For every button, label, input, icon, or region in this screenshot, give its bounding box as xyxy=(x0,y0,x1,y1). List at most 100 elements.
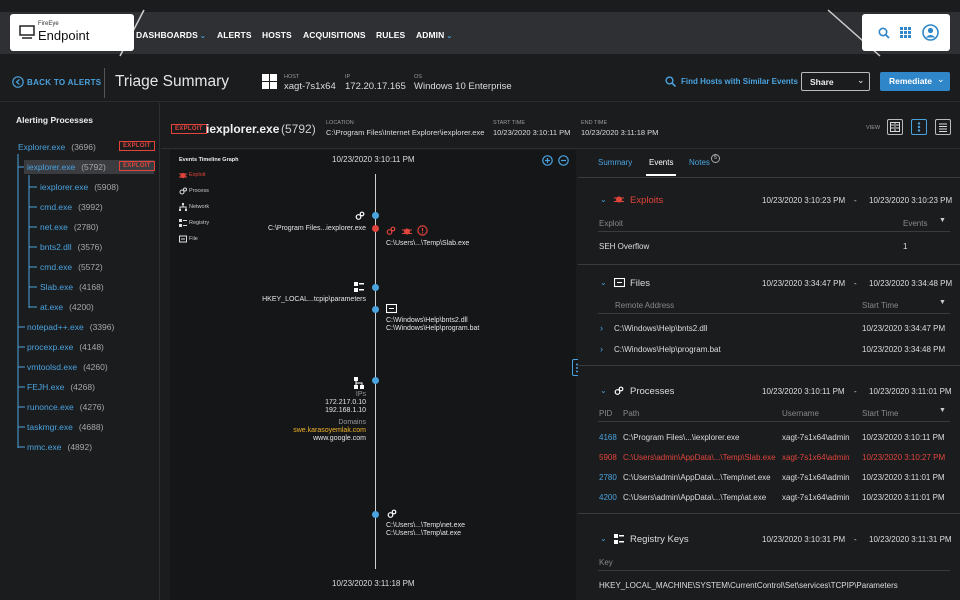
nav-hosts[interactable]: HOSTS xyxy=(262,30,292,40)
tab-summary[interactable]: Summary xyxy=(598,158,633,167)
process-tree-item[interactable]: runonce.exe (4276) xyxy=(27,402,104,412)
sort-icon[interactable]: ▼ xyxy=(939,407,946,414)
search-icon[interactable] xyxy=(878,27,890,39)
process-tree-item[interactable]: notepad++.exe (3396) xyxy=(27,322,114,332)
chevron-right-icon[interactable]: › xyxy=(600,344,603,354)
zoom-in-icon[interactable] xyxy=(542,155,553,166)
share-dropdown[interactable]: Share ⌄ xyxy=(801,72,870,91)
process-pid: (4276) xyxy=(79,402,105,412)
process-tree-item[interactable]: cmd.exe (3992) xyxy=(40,202,103,212)
process-name: iexplorer.exe xyxy=(27,162,76,172)
file-time: 10/23/2020 3:34:48 PM xyxy=(862,345,946,354)
process-row-pid[interactable]: 4200 xyxy=(599,493,617,502)
chevron-down-icon[interactable]: ⌄ xyxy=(600,386,607,395)
process-row-path: C:\Users\admin\AppData\...\Temp\net.exe xyxy=(623,473,771,482)
timeline-event-dot[interactable] xyxy=(372,377,379,384)
process-tree-item[interactable]: Explorer.exe (3696) xyxy=(18,142,96,152)
process-row-pid[interactable]: 5908 xyxy=(599,453,617,462)
view-list-button[interactable] xyxy=(935,119,951,135)
process-tree-item[interactable]: net.exe (2780) xyxy=(40,222,98,232)
tab-notes[interactable]: Notes xyxy=(689,158,710,167)
sort-icon[interactable]: ▼ xyxy=(939,217,946,224)
process-tree-item[interactable]: at.exe (4200) xyxy=(40,302,94,312)
registry-icon xyxy=(179,219,187,227)
process-row-time: 10/23/2020 3:11:01 PM xyxy=(862,473,945,482)
process-pid: (4260) xyxy=(83,362,108,372)
exploits-start: 10/23/2020 3:10:23 PM xyxy=(762,196,846,205)
process-row-pid[interactable]: 2780 xyxy=(599,473,617,482)
process-name: at.exe xyxy=(40,302,64,312)
events-detail-panel: Summary Events Notes 5 ⌄ Exploits 10/23/… xyxy=(578,150,960,600)
registry-end: 10/23/2020 3:11:31 PM xyxy=(869,535,952,544)
process-pid: (4892) xyxy=(67,442,93,452)
processes-end: 10/23/2020 3:11:01 PM xyxy=(869,387,952,396)
process-tree-item[interactable]: iexplorer.exe (5792) xyxy=(27,162,106,172)
nav-rules[interactable]: RULES xyxy=(376,30,406,40)
view-timeline-button[interactable] xyxy=(911,119,927,135)
share-label: Share xyxy=(810,77,834,87)
process-tree-item[interactable]: taskmgr.exe (4688) xyxy=(27,422,103,432)
col-key: Key xyxy=(599,558,613,567)
process-row-pid[interactable]: 4168 xyxy=(599,433,617,442)
panel-title: Alerting Processes xyxy=(16,115,94,125)
legend-network: Network xyxy=(189,204,210,210)
chevron-down-icon[interactable]: ⌄ xyxy=(600,534,607,543)
timeline-exploit-dot[interactable] xyxy=(372,225,379,232)
process-gear-icon xyxy=(387,509,397,518)
sort-icon[interactable]: ▼ xyxy=(939,299,946,306)
chevron-down-icon[interactable]: ⌄ xyxy=(600,195,607,204)
chevron-down-icon[interactable]: ⌄ xyxy=(600,278,607,287)
col-start-time[interactable]: Start Time xyxy=(862,409,899,418)
view-split-button[interactable] xyxy=(887,119,903,135)
chevron-right-icon[interactable]: › xyxy=(600,323,603,333)
tab-events[interactable]: Events xyxy=(649,158,674,167)
back-arrow-icon[interactable] xyxy=(12,76,24,88)
zoom-out-icon[interactable] xyxy=(558,155,569,166)
process-tree-item[interactable]: iexplorer.exe (5908) xyxy=(40,182,119,192)
file-time: 10/23/2020 3:34:47 PM xyxy=(862,324,946,333)
files-end: 10/23/2020 3:34:48 PM xyxy=(869,279,953,288)
range-dash: - xyxy=(854,279,857,288)
process-tree-item[interactable]: procexp.exe (4148) xyxy=(27,342,104,352)
timeline-event-dot[interactable] xyxy=(372,306,379,313)
network-icon xyxy=(179,203,187,211)
timeline-event-dot[interactable] xyxy=(372,212,379,219)
host-label: HOST xyxy=(284,74,300,80)
process-tree-item[interactable]: vmtoolsd.exe (4260) xyxy=(27,362,108,372)
timeline-view-icon xyxy=(917,122,921,132)
nav-dashboards[interactable]: DASHBOARDS ⌄ xyxy=(136,30,206,40)
app-logo[interactable]: FireEye Endpoint xyxy=(10,14,134,51)
chevron-down-icon: ⌄ xyxy=(199,33,206,40)
process-name: FEJH.exe xyxy=(27,382,65,392)
process-tree-item[interactable]: bnts2.dll (3576) xyxy=(40,242,102,252)
process-tree-item[interactable]: FEJH.exe (4268) xyxy=(27,382,95,392)
registry-icon xyxy=(614,534,624,544)
nav-admin[interactable]: ADMIN ⌄ xyxy=(416,30,452,40)
timeline-event-dot[interactable] xyxy=(372,284,379,291)
process-tree-item[interactable]: mmc.exe (4892) xyxy=(27,442,92,452)
user-avatar-icon[interactable] xyxy=(922,24,939,41)
alert-icon xyxy=(417,225,428,236)
nav-acquisitions[interactable]: ACQUISITIONS xyxy=(303,30,366,40)
process-tree-item[interactable]: Slab.exe (4168) xyxy=(40,282,104,292)
back-to-alerts-link[interactable]: BACK TO ALERTS xyxy=(27,78,102,87)
timeline-end-time: 10/23/2020 3:11:18 PM xyxy=(332,579,415,588)
process-tree-item[interactable]: cmd.exe (5572) xyxy=(40,262,103,272)
timeline-event-dot[interactable] xyxy=(372,511,379,518)
process-gear-icon xyxy=(386,226,396,235)
grid-icon[interactable] xyxy=(900,27,911,38)
drag-handle-icon xyxy=(576,363,578,373)
files-title: Files xyxy=(630,278,651,289)
find-hosts-link[interactable]: Find Hosts with Similar Events xyxy=(681,77,798,86)
col-events[interactable]: Events xyxy=(903,219,928,228)
event5-proc1: C:\Users\...\Temp\net.exe xyxy=(386,522,465,529)
legend-exploit: Exploit xyxy=(189,172,206,178)
ip-label: IP xyxy=(345,74,351,80)
location-value: C:\Program Files\Internet Explorer\iexpl… xyxy=(326,128,485,137)
nav-alerts[interactable]: ALERTS xyxy=(217,30,252,40)
process-row-time: 10/23/2020 3:10:11 PM xyxy=(862,433,945,442)
col-start-time[interactable]: Start Time xyxy=(862,301,899,310)
nav-dashboards-label: DASHBOARDS xyxy=(136,30,198,40)
process-name: Slab.exe xyxy=(40,282,74,292)
remediate-button[interactable]: Remediate ⌄ xyxy=(880,72,950,91)
